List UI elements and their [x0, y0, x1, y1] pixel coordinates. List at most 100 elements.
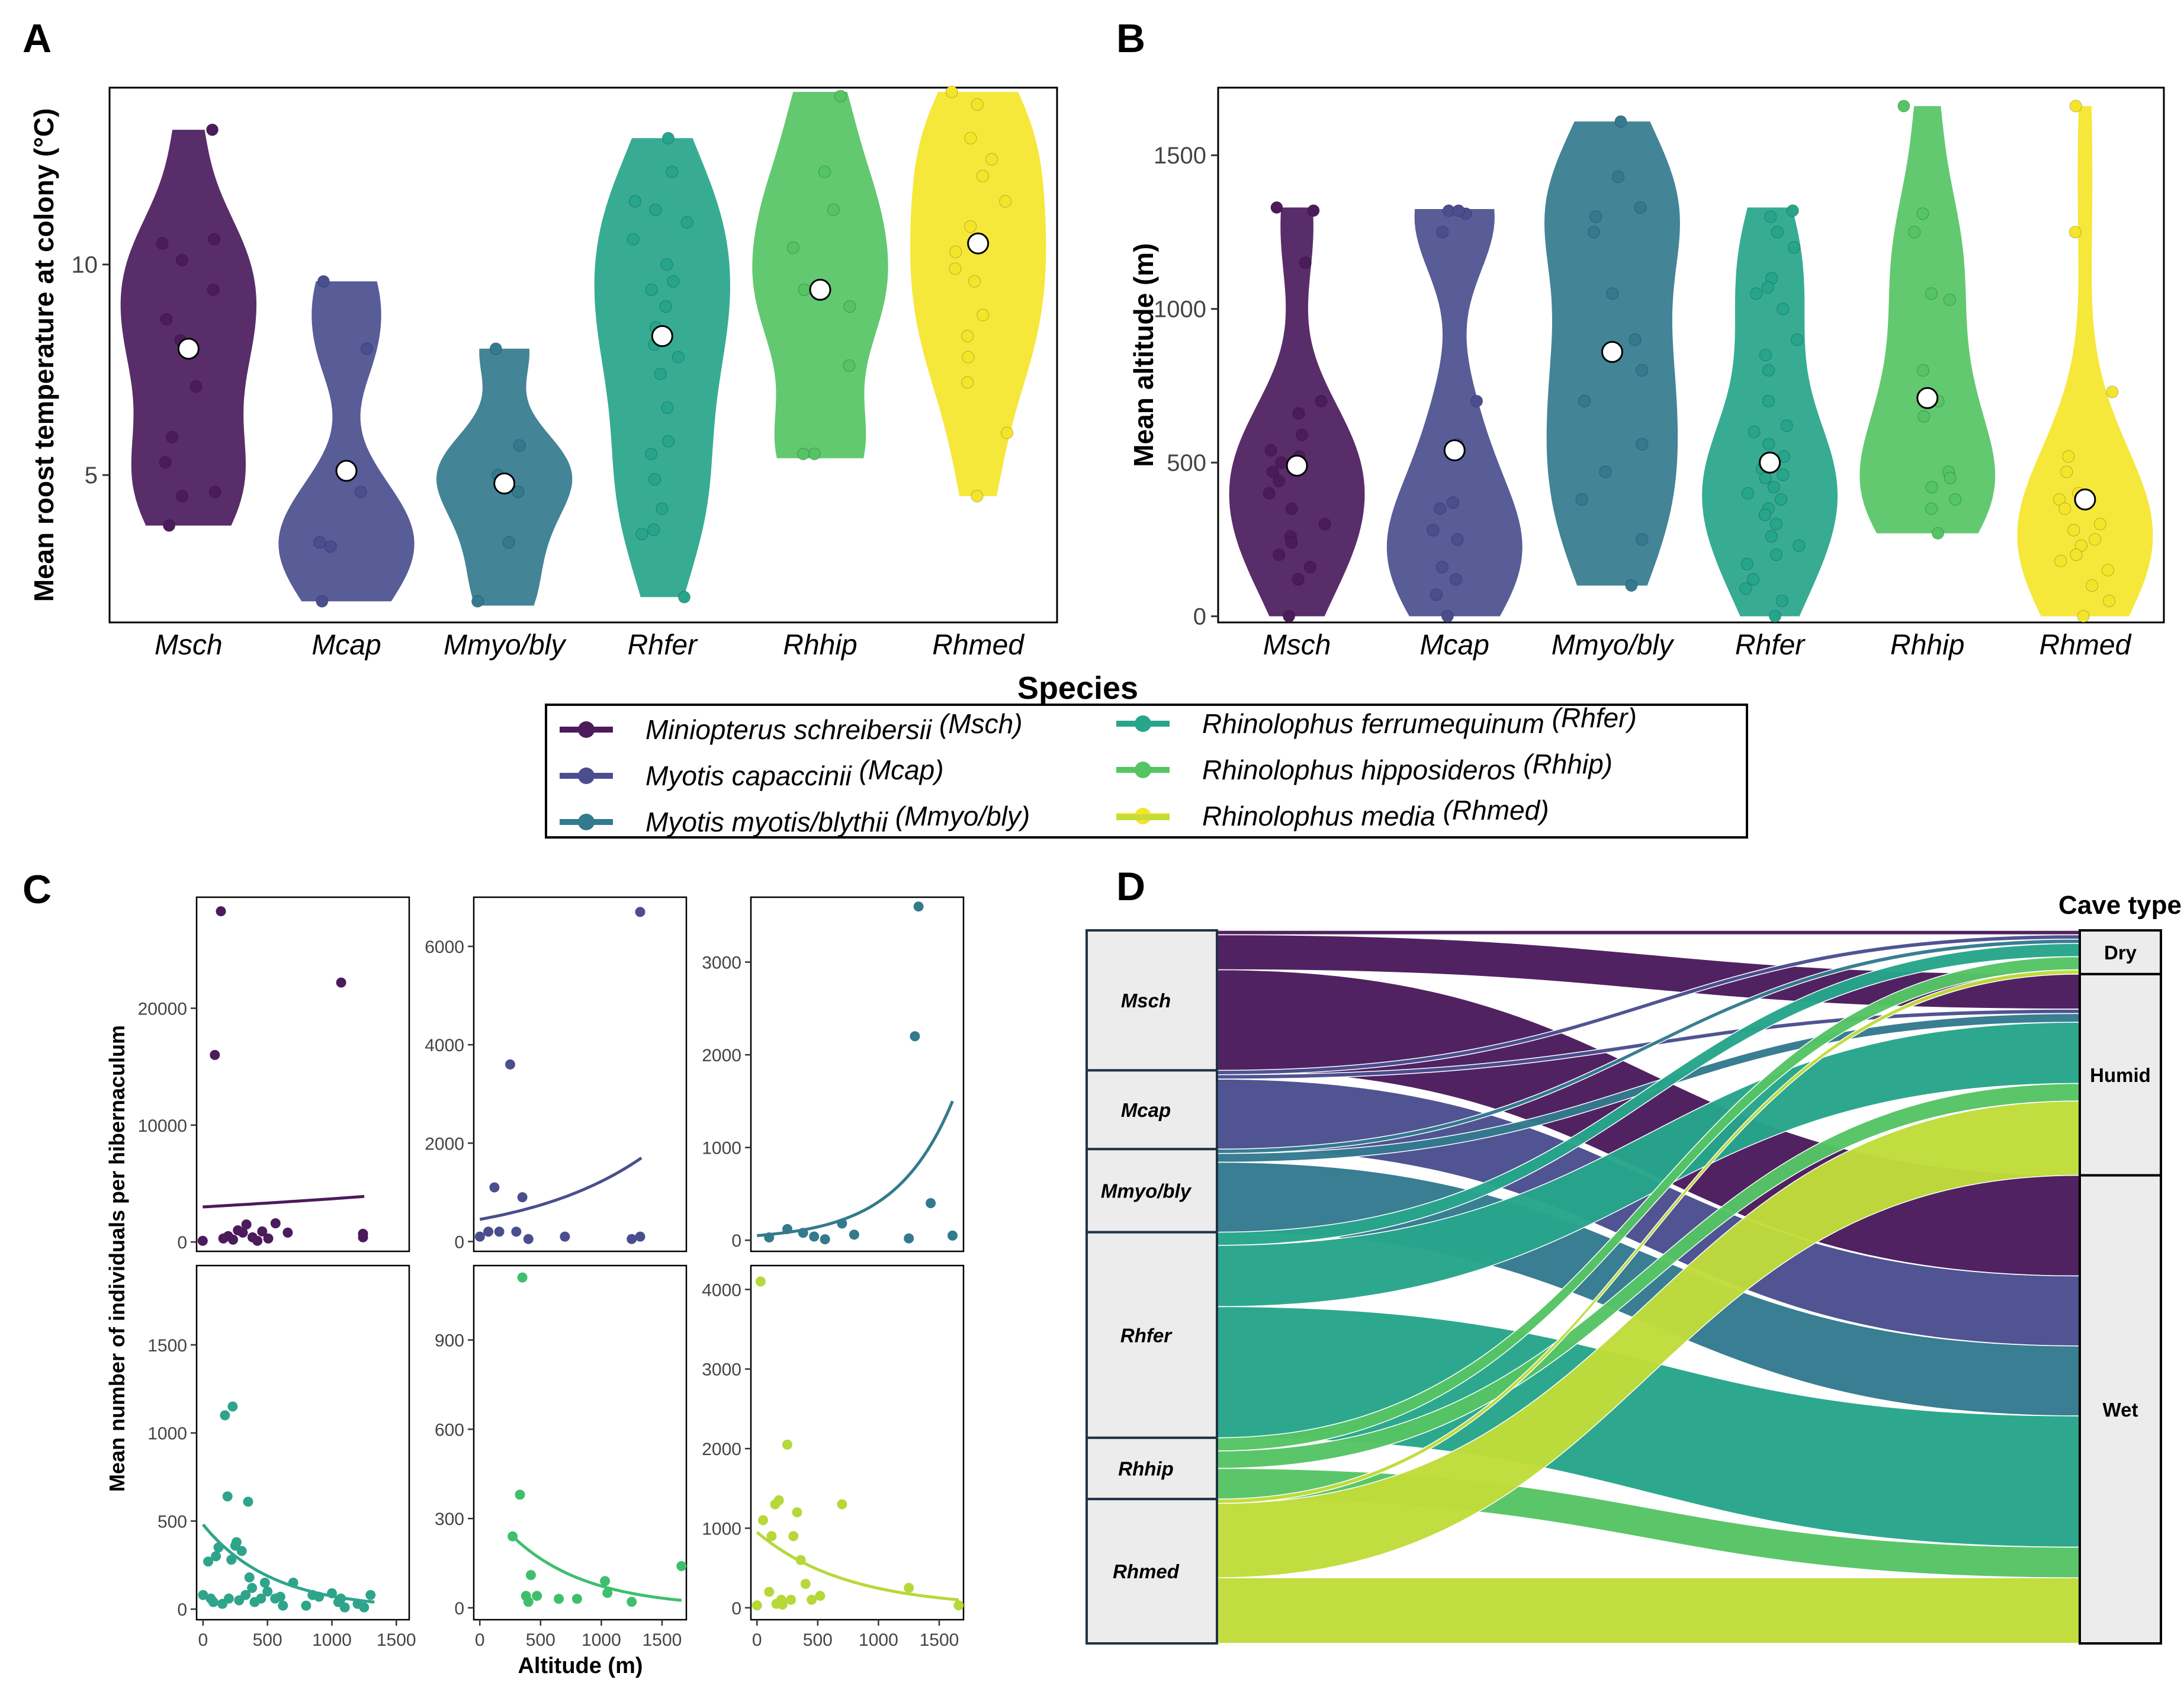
legend-species-name: Rhinolophus media [1202, 801, 1443, 831]
data-point [1587, 226, 1600, 239]
scatter-point [837, 1499, 847, 1510]
scatter-point [676, 1561, 687, 1571]
scatter-point [223, 1593, 234, 1604]
data-point [977, 309, 990, 322]
legend-label-0: Miniopterus schreibersii (Msch) [645, 708, 1023, 745]
data-point [2060, 465, 2073, 479]
data-point [313, 536, 326, 549]
scatter-point [220, 1410, 230, 1421]
data-point [818, 165, 831, 178]
x-axis-label: Altitude (m) [518, 1653, 643, 1678]
mean-marker [967, 232, 990, 255]
legend-species-name: Myotis myotis/blythii [645, 807, 895, 837]
y-tick-label: 3000 [702, 1360, 741, 1380]
plot-frame [1217, 86, 2165, 624]
data-point [1748, 425, 1761, 438]
data-point [1916, 207, 1929, 220]
x-tick-label: Mcap [1420, 630, 1489, 661]
data-point [999, 195, 1012, 208]
scatter-point [494, 1226, 505, 1237]
x-tick-label: Msch [155, 630, 223, 661]
data-point [1777, 303, 1790, 316]
y-tick-label: 0 [454, 1599, 464, 1619]
data-point [649, 203, 662, 216]
scatter-point [571, 1594, 582, 1604]
scatter-point [489, 1182, 500, 1193]
x-tick-label: 0 [475, 1630, 485, 1650]
y-tick-label: 1500 [147, 1336, 187, 1356]
scatter-point [807, 1594, 817, 1605]
panel-d-alluvial: Msch Mcap Mmyo/bly Rhfer Rhhip Rhmed Dry Humid W… [1085, 891, 2182, 1645]
node-left-label: Rhmed [1113, 1560, 1180, 1582]
data-point [1283, 610, 1296, 623]
data-point [1949, 493, 1962, 506]
mean-marker [1601, 341, 1623, 363]
scatter-point [222, 1491, 233, 1502]
scatter-point [339, 1602, 350, 1613]
node-left-label: Msch [1121, 990, 1171, 1012]
data-point [680, 216, 693, 229]
scatter-point [483, 1226, 494, 1237]
data-point [2054, 554, 2067, 567]
facet-frame-4 [473, 1264, 688, 1621]
panel-label-c: C [23, 867, 52, 912]
scatter-point [244, 1572, 255, 1583]
scatter-point [786, 1594, 796, 1605]
data-point [1747, 573, 1759, 586]
data-point [1266, 465, 1279, 479]
data-point [1767, 481, 1780, 494]
data-point [1944, 471, 1957, 484]
data-point [1791, 333, 1804, 346]
data-point [1436, 226, 1449, 239]
x-tick-label: Rhhip [783, 630, 857, 661]
violin-rhfer [1702, 207, 1838, 616]
data-point [156, 237, 169, 250]
data-point [502, 536, 515, 549]
scatter-point [751, 1600, 762, 1611]
data-point [1777, 468, 1790, 481]
data-point [797, 448, 810, 461]
scatter-point [197, 1235, 208, 1246]
data-point [2069, 99, 2082, 113]
y-tick-label: 500 [1167, 450, 1206, 476]
data-point [1768, 610, 1781, 623]
node-left-mmyo-bly [1085, 1148, 1218, 1234]
y-tick-label: 4000 [702, 1280, 741, 1300]
data-point [1636, 438, 1649, 451]
data-point [976, 169, 989, 182]
node-left-mcap [1085, 1069, 1218, 1151]
data-point [1292, 573, 1305, 586]
fit-curve-1 [479, 1157, 643, 1221]
scatter-point [226, 1555, 237, 1565]
scatter-point [259, 1578, 270, 1588]
data-point [661, 131, 675, 145]
scatter-point [263, 1233, 274, 1244]
x-tick-label: 0 [198, 1630, 208, 1650]
scatter-point [227, 1401, 238, 1412]
scatter-point [270, 1218, 281, 1229]
x-tick-label: Msch [1263, 630, 1331, 661]
scatter-point [635, 1231, 645, 1242]
y-tick-label: 0 [177, 1233, 187, 1253]
data-point [1925, 481, 1938, 494]
data-point [1273, 474, 1286, 487]
data-point [2058, 502, 2071, 515]
data-point [659, 300, 672, 313]
node-right-label: Dry [2104, 942, 2137, 964]
data-point [316, 595, 329, 608]
scatter-point [474, 1231, 485, 1242]
data-point [654, 368, 667, 380]
legend: Miniopterus schreibersii (Msch) Myotis ca… [560, 702, 1637, 837]
node-right-dry [2079, 929, 2162, 975]
scatter-point [926, 1198, 936, 1209]
data-point [843, 300, 856, 313]
y-tick-label: 500 [158, 1512, 187, 1531]
scatter-point [532, 1591, 542, 1601]
data-point [949, 245, 962, 258]
scatter-point [782, 1439, 792, 1450]
data-point [471, 595, 484, 608]
x-tick-label: 1000 [312, 1630, 352, 1650]
data-point [2086, 579, 2099, 592]
data-point [160, 313, 173, 326]
data-point [827, 203, 840, 216]
